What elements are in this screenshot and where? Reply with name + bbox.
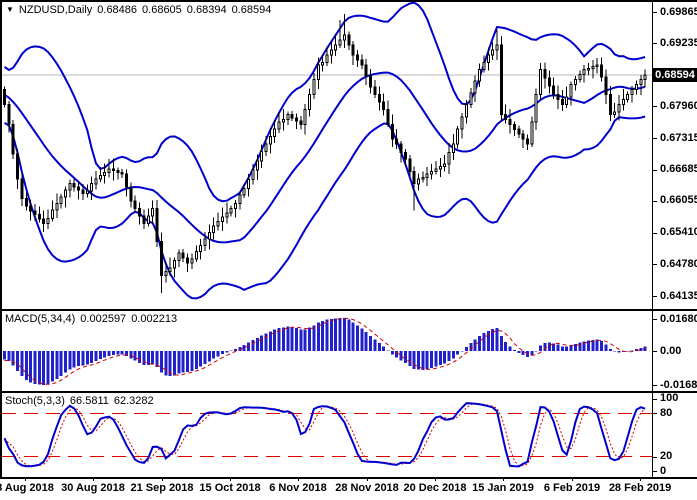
ohlc-close: 0.68594 bbox=[231, 4, 272, 16]
date-label: 28 Nov 2018 bbox=[335, 482, 399, 494]
price-tick-label: 0.67315 bbox=[660, 132, 697, 144]
date-label: 28 Feb 2019 bbox=[608, 482, 672, 494]
stoch-axis-tick bbox=[653, 457, 657, 458]
date-label: 8 Aug 2018 bbox=[0, 482, 54, 494]
stoch-panel-title: Stoch(5,3,3) 66.5811 62.3282 bbox=[5, 395, 159, 407]
macd-axis: 0.016804 0.00 -0.016831 bbox=[653, 311, 697, 391]
macd-axis-tick bbox=[653, 351, 657, 352]
price-axis-border bbox=[652, 0, 653, 479]
date-label: 20 Dec 2018 bbox=[403, 482, 467, 494]
date-axis-tick bbox=[367, 477, 368, 481]
date-label: 6 Nov 2018 bbox=[269, 482, 327, 494]
date-label: 15 Jan 2019 bbox=[472, 482, 534, 494]
dropdown-icon[interactable]: ▼ bbox=[6, 5, 14, 14]
price-tick-label: 0.69235 bbox=[660, 37, 697, 49]
ohlc-low: 0.68394 bbox=[186, 4, 227, 16]
price-tick-label: 0.66685 bbox=[660, 163, 697, 175]
stoch-label: Stoch(5,3,3) bbox=[5, 395, 65, 407]
price-axis: 0.69865 0.69235 0.67960 0.67315 0.66685 0.660… bbox=[653, 0, 697, 310]
date-label: 6 Feb 2019 bbox=[543, 482, 601, 494]
macd-axis-tick bbox=[653, 385, 657, 386]
price-axis-tick bbox=[653, 106, 657, 107]
macd-axis-tick bbox=[653, 319, 657, 320]
price-axis-tick bbox=[653, 170, 657, 171]
price-tick-label: 0.67960 bbox=[660, 100, 697, 112]
stoch-axis-label: 80 bbox=[660, 407, 673, 419]
stoch-axis-tick bbox=[653, 399, 657, 400]
price-axis-tick bbox=[653, 12, 657, 13]
macd-stoch-separator[interactable] bbox=[0, 391, 697, 393]
date-label: 21 Sep 2018 bbox=[130, 482, 194, 494]
stoch-k-value: 66.5811 bbox=[69, 395, 109, 407]
main-macd-separator[interactable] bbox=[0, 309, 697, 311]
date-axis-tick bbox=[298, 477, 299, 481]
price-axis-tick bbox=[653, 201, 657, 202]
stoch-chart[interactable] bbox=[2, 393, 652, 477]
macd-value: 0.002597 bbox=[80, 313, 127, 325]
price-axis-tick bbox=[653, 233, 657, 234]
stoch-axis-label: 20 bbox=[660, 450, 673, 462]
left-border bbox=[0, 0, 2, 479]
macd-signal-value: 0.002213 bbox=[131, 313, 178, 325]
date-label: 30 Aug 2018 bbox=[61, 482, 125, 494]
macd-panel-title: MACD(5,34,4) 0.002597 0.002213 bbox=[5, 313, 182, 325]
price-tick-label: 0.66055 bbox=[660, 194, 697, 206]
price-tick-label: 0.64780 bbox=[660, 258, 697, 270]
ohlc-high: 0.68605 bbox=[142, 4, 182, 16]
price-tick-label: 0.69865 bbox=[660, 6, 697, 18]
date-axis-tick bbox=[435, 477, 436, 481]
macd-label: MACD(5,34,4) bbox=[5, 313, 76, 325]
date-axis-tick bbox=[25, 477, 26, 481]
current-price-tag: 0.68594 bbox=[653, 68, 697, 82]
date-axis-tick bbox=[572, 477, 573, 481]
macd-chart[interactable] bbox=[2, 311, 652, 391]
price-tick-label: 0.65410 bbox=[660, 226, 697, 238]
stoch-axis-label: 100 bbox=[660, 392, 679, 404]
date-axis-tick bbox=[640, 477, 641, 481]
stoch-axis-label: 0 bbox=[660, 465, 667, 477]
bottom-border bbox=[0, 477, 697, 479]
macd-axis-label: -0.016831 bbox=[660, 379, 697, 391]
top-border bbox=[0, 0, 697, 2]
stoch-axis-tick bbox=[653, 471, 657, 472]
macd-axis-label: 0.016804 bbox=[660, 313, 697, 325]
ohlc-open: 0.68486 bbox=[97, 4, 138, 16]
stoch-axis: 100 80 20 0 bbox=[653, 392, 697, 477]
date-axis-tick bbox=[503, 477, 504, 481]
date-axis-tick bbox=[93, 477, 94, 481]
stoch-d-value: 62.3282 bbox=[113, 395, 154, 407]
main-panel-title: ▼ NZDUSD,Daily 0.68486 0.68605 0.68394 0.6859… bbox=[6, 4, 276, 16]
macd-axis-label: 0.00 bbox=[660, 345, 682, 357]
price-chart[interactable] bbox=[2, 2, 652, 309]
date-label: 15 Oct 2018 bbox=[199, 482, 261, 494]
date-axis-tick bbox=[162, 477, 163, 481]
stoch-axis-tick bbox=[653, 413, 657, 414]
price-axis-tick bbox=[653, 43, 657, 44]
symbol-label: NZDUSD,Daily bbox=[18, 4, 93, 16]
date-axis: 8 Aug 2018 30 Aug 2018 21 Sep 2018 15 Oct 2… bbox=[0, 477, 671, 500]
price-tick-label: 0.64135 bbox=[660, 290, 697, 302]
price-axis-tick bbox=[653, 296, 657, 297]
date-axis-tick bbox=[230, 477, 231, 481]
price-axis-tick bbox=[653, 138, 657, 139]
price-axis-tick bbox=[653, 264, 657, 265]
